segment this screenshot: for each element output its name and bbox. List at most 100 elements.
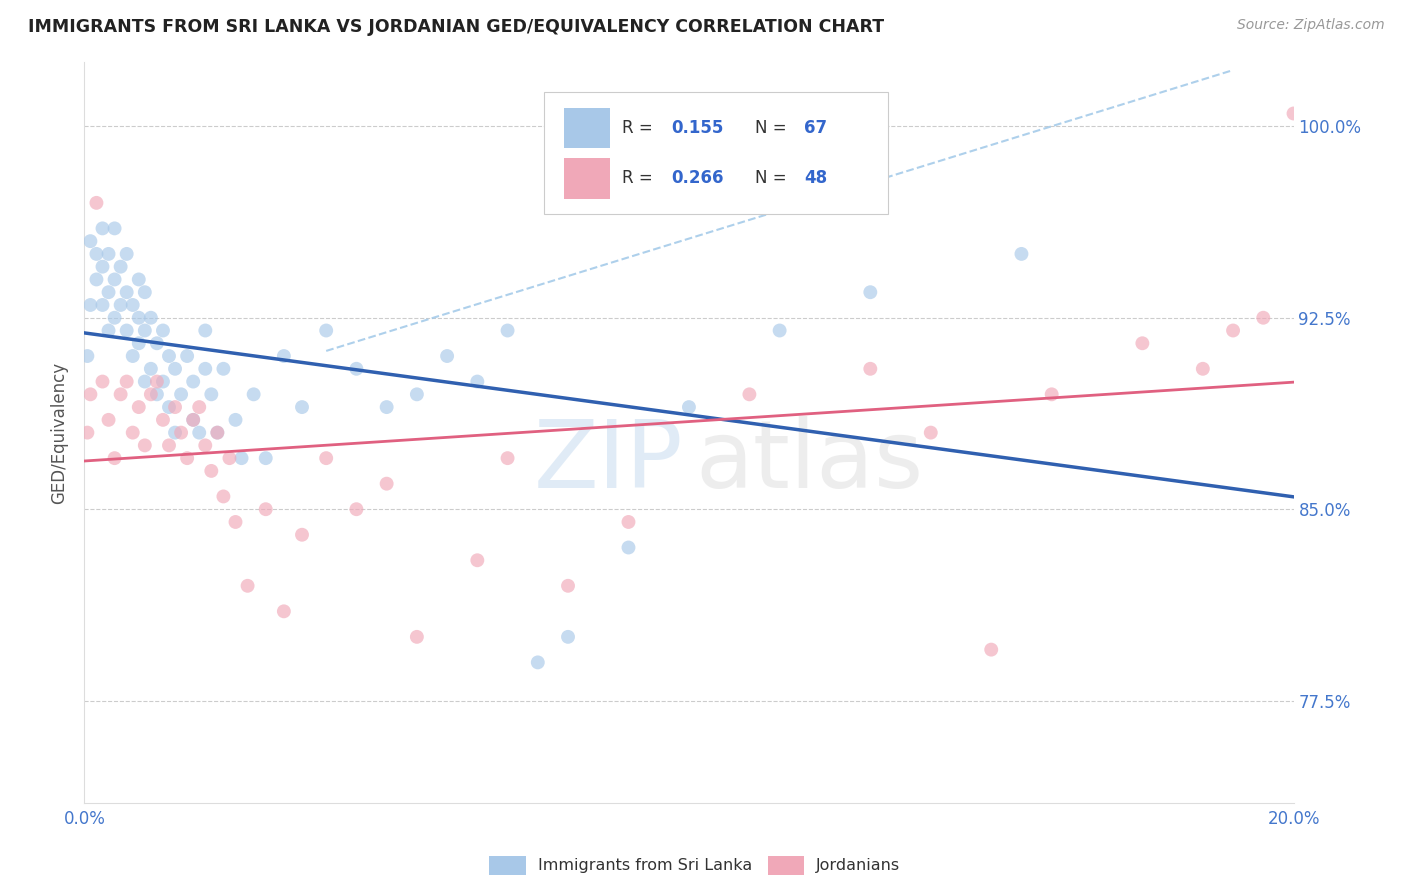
Point [496,324,519,338]
Point [121,425,143,440]
Bar [564,108,610,148]
Point [86,195,108,210]
Text: 48: 48 [804,169,827,187]
Point [346,361,368,376]
Point [79,234,101,248]
Point [254,451,277,466]
Point [273,604,295,618]
Bar [564,158,610,199]
Point [769,324,792,338]
Point [97,324,120,338]
Point [79,298,101,312]
Text: R =: R = [623,119,658,136]
Point [231,451,253,466]
Point [115,375,138,389]
Point [207,425,229,440]
Text: Immigrants from Sri Lanka: Immigrants from Sri Lanka [538,858,752,873]
Point [291,400,314,414]
Point [225,413,247,427]
Point [134,438,156,452]
Point [79,387,101,401]
Point [121,298,143,312]
Point [181,413,204,427]
Point [165,361,187,376]
Point [115,285,138,300]
Point [157,438,180,452]
Point [188,400,211,414]
Point [76,425,98,440]
Point [738,387,761,401]
Point [170,425,193,440]
Point [557,579,579,593]
Text: ZIP: ZIP [533,417,683,508]
Point [273,349,295,363]
Point [139,310,162,325]
Point [617,515,640,529]
Point [1130,336,1153,351]
Point [170,387,193,401]
Text: Source: ZipAtlas.com: Source: ZipAtlas.com [1237,18,1385,32]
Point [152,375,174,389]
Point [188,425,211,440]
Point [110,260,132,274]
Point [194,438,217,452]
Point [97,285,120,300]
Point [176,349,198,363]
Point [527,656,550,670]
Point [242,387,264,401]
Point [91,221,114,235]
Point [104,221,127,235]
Point [104,451,127,466]
Point [1011,247,1033,261]
Point [980,642,1002,657]
Point [1253,310,1275,325]
Point [859,361,882,376]
Y-axis label: GED/Equivalency: GED/Equivalency [51,361,69,504]
Point [157,349,180,363]
Point [218,451,240,466]
Point [1222,324,1244,338]
Point [859,285,882,300]
Point [375,476,398,491]
Text: N =: N = [755,119,793,136]
Text: N =: N = [755,169,793,187]
Point [212,361,235,376]
Point [134,324,156,338]
Point [207,425,229,440]
Point [181,413,204,427]
Point [375,400,398,414]
Point [212,490,235,504]
Point [467,553,489,567]
Text: R =: R = [623,169,658,187]
Text: 0.266: 0.266 [671,169,723,187]
Point [91,298,114,312]
Point [104,310,127,325]
Point [115,324,138,338]
Point [97,413,120,427]
Bar [768,856,804,875]
Bar [489,856,526,875]
Point [139,387,162,401]
Point [104,272,127,286]
Point [128,336,150,351]
FancyBboxPatch shape [544,92,889,214]
Point [91,260,114,274]
Point [236,579,259,593]
Point [91,375,114,389]
Point [157,400,180,414]
Point [225,515,247,529]
Text: Jordanians: Jordanians [815,858,900,873]
Point [467,375,489,389]
Text: 67: 67 [804,119,827,136]
Point [139,361,162,376]
Point [115,247,138,261]
Point [110,298,132,312]
Point [165,425,187,440]
Point [128,272,150,286]
Point [406,387,429,401]
Text: 0.155: 0.155 [671,119,723,136]
Point [557,630,579,644]
Point [76,349,98,363]
Point [678,400,700,414]
Point [406,630,429,644]
